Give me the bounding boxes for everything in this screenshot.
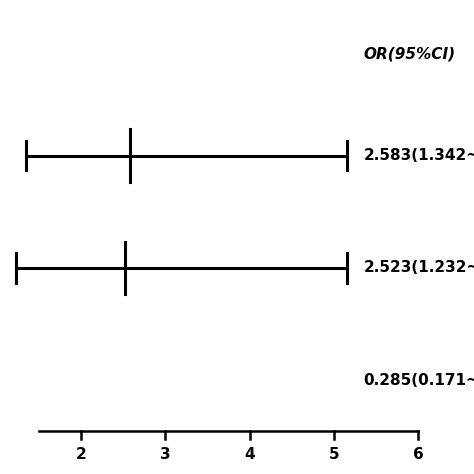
Text: OR(95%CI): OR(95%CI): [364, 47, 456, 62]
Text: 2: 2: [76, 447, 86, 462]
Text: 3: 3: [160, 447, 171, 462]
Text: 4: 4: [244, 447, 255, 462]
Text: 2.583(1.342~: 2.583(1.342~: [364, 148, 474, 163]
Text: 2.523(1.232~: 2.523(1.232~: [364, 260, 474, 275]
Text: 6: 6: [413, 447, 424, 462]
Text: 0.285(0.171~: 0.285(0.171~: [364, 373, 474, 388]
Text: 5: 5: [328, 447, 339, 462]
